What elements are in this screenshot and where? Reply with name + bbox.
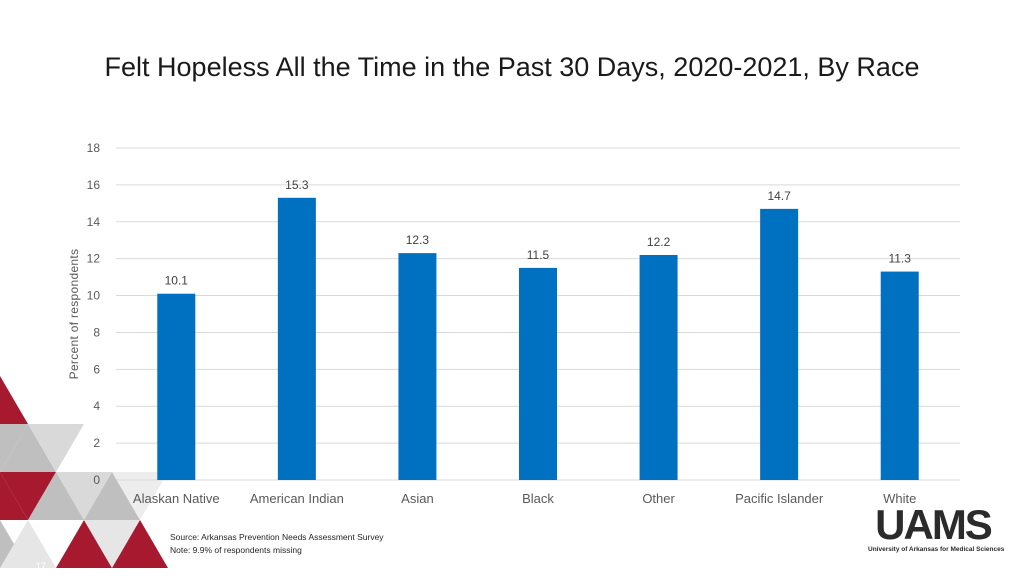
y-tick-label: 2 (93, 436, 100, 450)
data-label: 15.3 (285, 178, 309, 192)
data-label: 10.1 (165, 274, 189, 288)
bar (639, 254, 678, 480)
page-title: Felt Hopeless All the Time in the Past 3… (104, 52, 920, 82)
y-tick-label: 12 (87, 252, 101, 266)
y-tick-label: 10 (87, 289, 101, 303)
data-label: 12.2 (647, 235, 671, 249)
y-tick-label: 16 (87, 178, 101, 192)
decorative-triangle (0, 520, 56, 568)
logo-subtitle: University of Arkansas for Medical Scien… (868, 546, 1005, 553)
decorative-triangle (112, 472, 168, 520)
y-tick-label: 14 (87, 215, 101, 229)
bar (277, 197, 316, 481)
x-tick-label: American Indian (250, 491, 344, 506)
decorative-triangle (84, 472, 140, 520)
decorative-triangle (0, 376, 28, 424)
y-tick-label: 18 (87, 141, 101, 155)
decorative-triangle (56, 520, 112, 568)
bar-chart: 0 2 4 6 8 10 12 14 16 18 Percent of respondents 10.… (67, 141, 960, 506)
y-tick-label: 8 (93, 325, 100, 339)
decorative-triangle (28, 424, 84, 472)
x-tick-label: Black (522, 491, 554, 506)
footnotes: Source: Arkansas Prevention Needs Assess… (170, 531, 384, 557)
page-number: 17 (36, 561, 47, 571)
decorative-triangles (0, 376, 168, 568)
uams-logo: UAMS University of Arkansas for Medical … (868, 501, 1005, 554)
y-tick-label: 4 (93, 399, 100, 413)
bar (519, 267, 557, 480)
y-tick-label: 6 (93, 362, 100, 376)
decorative-triangle (84, 520, 140, 568)
x-tick-label: Alaskan Native (133, 491, 220, 506)
data-label: 11.5 (527, 248, 550, 262)
missing-note: Note: 9.9% of respondents missing (170, 545, 302, 555)
decorative-triangle (0, 424, 56, 472)
x-tick-label: Asian (401, 491, 434, 506)
x-tick-label: Pacific Islander (735, 491, 824, 506)
bar (880, 271, 919, 480)
data-label: 14.7 (767, 189, 791, 203)
bar (398, 253, 437, 480)
y-tick-label: 0 (93, 473, 100, 487)
bar (157, 293, 196, 480)
source-note: Source: Arkansas Prevention Needs Assess… (170, 532, 384, 542)
x-tick-label: White (883, 491, 916, 506)
decorative-triangle (112, 520, 168, 568)
logo-wordmark: UAMS (875, 501, 993, 548)
x-tick-label: Other (642, 491, 675, 506)
decorative-triangle (0, 472, 56, 520)
decorative-triangle (28, 472, 84, 520)
decorative-triangle (56, 472, 112, 520)
bar (760, 208, 799, 480)
data-label: 12.3 (406, 233, 430, 247)
data-label: 11.3 (888, 252, 911, 266)
y-axis-label: Percent of respondents (67, 249, 81, 380)
